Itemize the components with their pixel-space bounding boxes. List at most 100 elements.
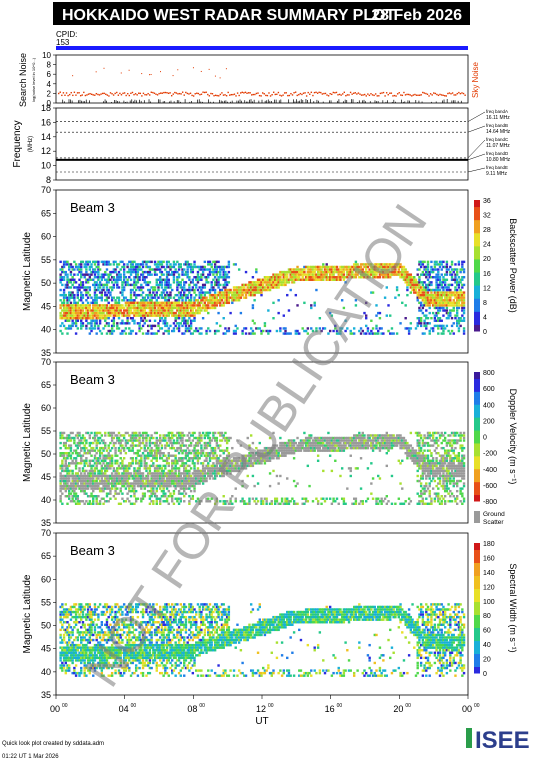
scatter-cell — [217, 283, 220, 287]
scatter-cell — [138, 288, 141, 292]
scatter-cell — [222, 291, 225, 294]
scatter-cell — [117, 304, 121, 307]
scatter-cell — [162, 479, 165, 483]
scatter-cell — [183, 283, 186, 287]
sky-noise-point — [324, 92, 327, 95]
sky-noise-point — [321, 93, 324, 95]
scatter-cell — [177, 296, 181, 299]
scatter-cell — [213, 265, 217, 269]
scatter-cell — [165, 477, 169, 480]
scatter-cell — [205, 278, 208, 281]
scatter-cell — [447, 286, 450, 289]
scatter-cell — [203, 301, 207, 305]
scatter-cell — [207, 464, 210, 468]
scatter-cell — [141, 497, 145, 500]
scatter-cell — [71, 497, 74, 500]
scatter-cell — [423, 293, 426, 297]
scatter-cell — [332, 265, 335, 269]
colorbar-swatch — [474, 213, 480, 217]
scatter-cell — [183, 482, 186, 485]
scatter-cell — [160, 291, 164, 294]
scatter-cell — [121, 434, 124, 437]
scatter-cell — [291, 268, 294, 271]
scatter-cell — [363, 273, 366, 276]
scatter-cell — [107, 301, 110, 305]
scatter-cell — [332, 276, 335, 279]
scatter-cell — [148, 260, 152, 264]
scatter-cell — [81, 296, 85, 299]
scatter-cell — [86, 495, 90, 498]
scatter-cell — [435, 286, 438, 289]
scatter-cell — [375, 268, 378, 271]
scatter-cell — [128, 283, 131, 287]
scatter-cell — [373, 276, 376, 279]
scatter-cell — [66, 319, 69, 322]
scatter-cell — [425, 299, 428, 302]
scatter-cell — [325, 265, 328, 269]
scatter-cell — [196, 457, 200, 460]
scatter-cell — [457, 327, 461, 330]
scatter-cell — [370, 329, 373, 333]
scatter-cell — [76, 479, 79, 483]
scatter-cell — [146, 446, 150, 450]
scatter-cell — [217, 291, 220, 294]
scatter-cell — [164, 324, 167, 328]
scatter-cell — [438, 293, 442, 297]
scatter-cell — [68, 327, 71, 330]
scatter-cell — [437, 276, 440, 279]
scatter-cell — [195, 457, 198, 460]
scatter-cell — [157, 467, 160, 470]
scatter-cell — [73, 286, 76, 289]
scatter-cell — [200, 474, 203, 478]
scatter-cell — [318, 265, 322, 269]
scatter-cell — [275, 329, 279, 333]
scatter-cell — [198, 500, 201, 503]
scatter-cell — [425, 291, 428, 294]
scatter-cell — [232, 332, 236, 335]
scatter-cell — [76, 265, 79, 269]
scatter-cell — [98, 276, 102, 279]
scatter-cell — [104, 459, 107, 462]
sky-noise-point — [147, 92, 149, 95]
scatter-cell — [193, 301, 196, 305]
scatter-cell — [179, 309, 182, 312]
scatter-cell — [340, 276, 344, 279]
scatter-cell — [457, 293, 461, 297]
scatter-cell — [73, 311, 76, 315]
scatter-cell — [462, 268, 466, 271]
scatter-cell — [73, 462, 76, 465]
scatter-cell — [179, 436, 182, 440]
scatter-cell — [212, 452, 215, 455]
scatter-cell — [131, 268, 134, 271]
scatter-cell — [426, 301, 430, 305]
scatter-cell — [112, 329, 116, 333]
sky-noise-point — [299, 92, 302, 95]
scatter-cell — [172, 273, 176, 276]
sky-noise-point — [87, 93, 90, 95]
scatter-cell — [320, 265, 323, 269]
scatter-cell — [152, 479, 155, 483]
scatter-cell — [256, 288, 260, 292]
scatter-cell — [134, 479, 138, 483]
scatter-cell — [68, 296, 71, 299]
scatter-cell — [160, 477, 164, 480]
scatter-cell — [462, 311, 466, 315]
scatter-cell — [268, 288, 272, 292]
scatter-cell — [153, 263, 157, 266]
scatter-cell — [165, 434, 169, 437]
sky-noise-point — [401, 94, 404, 97]
scatter-cell — [114, 301, 117, 305]
sky-noise-point — [108, 95, 110, 97]
scatter-cell — [260, 329, 263, 333]
scatter-cell — [382, 263, 385, 266]
scatter-cell — [150, 474, 153, 478]
scatter-cell — [428, 283, 431, 287]
scatter-cell — [414, 286, 418, 289]
scatter-cell — [85, 327, 88, 330]
scatter-cell — [425, 265, 428, 269]
scatter-cell — [421, 281, 425, 284]
colorbar-swatch — [474, 265, 480, 270]
scatter-cell — [81, 446, 85, 450]
scatter-cell — [114, 281, 117, 284]
scatter-cell — [368, 332, 371, 335]
